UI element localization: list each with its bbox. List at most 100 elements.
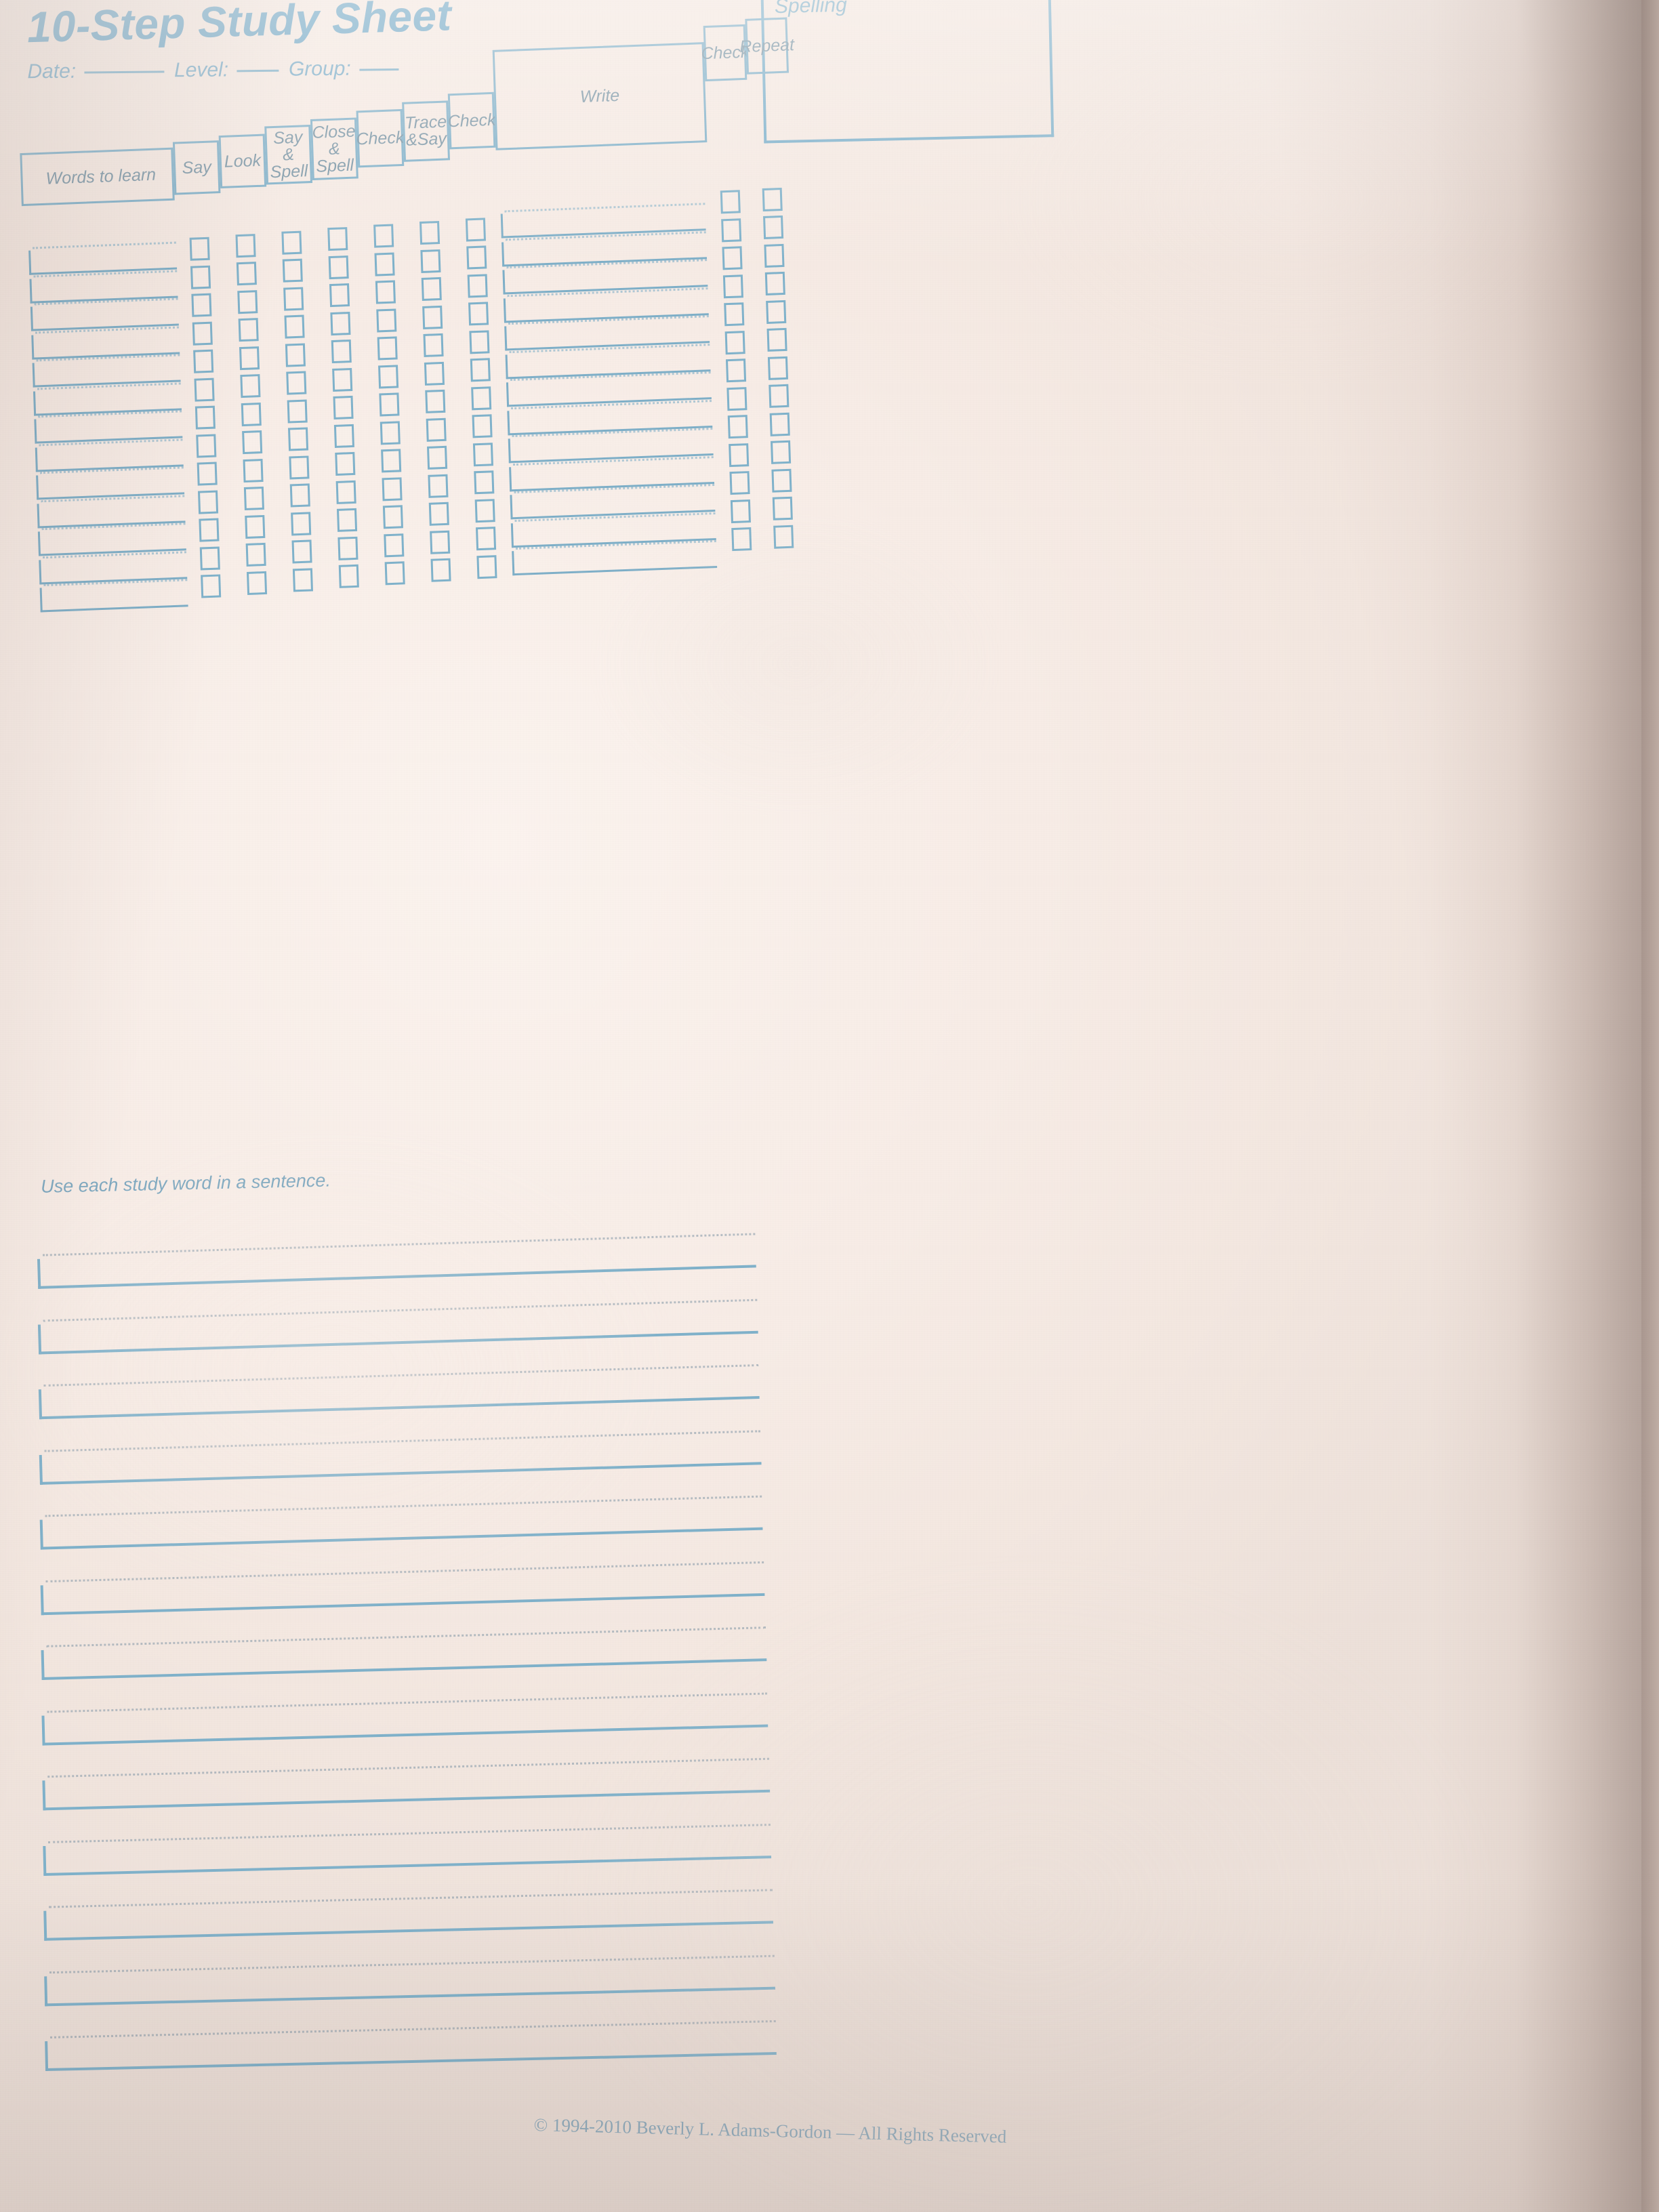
checkbox-close-spell[interactable] bbox=[328, 255, 349, 280]
checkbox-check[interactable] bbox=[380, 421, 401, 445]
checkbox-look[interactable] bbox=[239, 346, 260, 370]
checkbox-check[interactable] bbox=[373, 224, 394, 248]
checkbox-repeat[interactable] bbox=[773, 525, 794, 549]
checkbox-look[interactable] bbox=[238, 318, 259, 342]
checkbox-look[interactable] bbox=[236, 262, 257, 286]
checkbox-repeat[interactable] bbox=[764, 271, 785, 295]
checkbox-close-spell[interactable] bbox=[333, 424, 354, 448]
checkbox-close-spell[interactable] bbox=[336, 508, 357, 533]
checkbox-say[interactable] bbox=[189, 237, 210, 261]
checkbox-say[interactable] bbox=[190, 265, 211, 289]
checkbox-look[interactable] bbox=[234, 234, 256, 258]
checkbox-say[interactable] bbox=[199, 546, 220, 571]
checkbox-trace-say[interactable] bbox=[428, 501, 449, 526]
checkbox-check[interactable] bbox=[373, 252, 395, 276]
sentence-line[interactable] bbox=[39, 1429, 762, 1485]
checkbox-say-spell[interactable] bbox=[281, 230, 302, 255]
checkbox-repeat[interactable] bbox=[765, 300, 786, 324]
checkbox-look[interactable] bbox=[244, 514, 265, 539]
checkbox-check[interactable] bbox=[725, 359, 746, 383]
level-input[interactable] bbox=[237, 69, 279, 73]
checkbox-check[interactable] bbox=[726, 386, 747, 411]
checkbox-check[interactable] bbox=[474, 499, 495, 523]
checkbox-close-spell[interactable] bbox=[329, 283, 350, 308]
checkbox-look[interactable] bbox=[241, 430, 262, 455]
checkbox-repeat[interactable] bbox=[762, 215, 783, 240]
checkbox-check[interactable] bbox=[375, 308, 396, 333]
checkbox-say-spell[interactable] bbox=[282, 258, 303, 283]
checkbox-trace-say[interactable] bbox=[427, 474, 448, 498]
sentence-line[interactable] bbox=[43, 1823, 772, 1876]
checkbox-check[interactable] bbox=[721, 246, 743, 270]
checkbox-say[interactable] bbox=[192, 349, 213, 373]
sentence-line[interactable] bbox=[41, 1626, 766, 1680]
checkbox-check[interactable] bbox=[722, 274, 743, 298]
checkbox-say-spell[interactable] bbox=[290, 512, 311, 536]
checkbox-say[interactable] bbox=[195, 434, 216, 458]
checkbox-repeat[interactable] bbox=[762, 187, 783, 211]
checkbox-check[interactable] bbox=[382, 505, 403, 529]
checkbox-check[interactable] bbox=[727, 415, 748, 439]
checkbox-check[interactable] bbox=[731, 527, 752, 552]
checkbox-say-spell[interactable] bbox=[292, 567, 313, 592]
checkbox-check[interactable] bbox=[472, 443, 493, 467]
checkbox-say-spell[interactable] bbox=[283, 314, 305, 339]
checkbox-close-spell[interactable] bbox=[329, 311, 350, 335]
checkbox-trace-say[interactable] bbox=[423, 333, 444, 357]
checkbox-trace-say[interactable] bbox=[430, 558, 451, 582]
checkbox-say[interactable] bbox=[197, 462, 218, 486]
checkbox-check[interactable] bbox=[377, 365, 398, 389]
checkbox-say[interactable] bbox=[197, 490, 218, 514]
checkbox-check[interactable] bbox=[720, 218, 741, 242]
checkbox-repeat[interactable] bbox=[769, 412, 790, 436]
checkbox-close-spell[interactable] bbox=[327, 227, 348, 251]
checkbox-check[interactable] bbox=[476, 554, 497, 579]
checkbox-trace-say[interactable] bbox=[421, 276, 442, 302]
checkbox-check[interactable] bbox=[382, 477, 403, 501]
checkbox-trace-say[interactable] bbox=[424, 361, 445, 386]
checkbox-check[interactable] bbox=[378, 392, 399, 417]
checkbox-check[interactable] bbox=[475, 527, 496, 551]
checkbox-trace-say[interactable] bbox=[429, 530, 450, 554]
checkbox-look[interactable] bbox=[241, 402, 262, 426]
checkbox-say[interactable] bbox=[194, 405, 216, 430]
checkbox-say-spell[interactable] bbox=[289, 483, 310, 508]
checkbox-repeat[interactable] bbox=[766, 327, 787, 352]
checkbox-say[interactable] bbox=[200, 574, 221, 598]
group-input[interactable] bbox=[359, 68, 399, 71]
checkbox-look[interactable] bbox=[239, 374, 260, 398]
sentence-line[interactable] bbox=[41, 1692, 769, 1746]
checkbox-say-spell[interactable] bbox=[287, 427, 308, 451]
checkbox-say-spell[interactable] bbox=[291, 539, 312, 564]
checkbox-check[interactable] bbox=[470, 386, 491, 411]
checkbox-close-spell[interactable] bbox=[332, 396, 354, 420]
checkbox-close-spell[interactable] bbox=[337, 536, 358, 560]
checkbox-check[interactable] bbox=[383, 533, 404, 558]
checkbox-check[interactable] bbox=[730, 499, 751, 523]
checkbox-trace-say[interactable] bbox=[419, 249, 441, 273]
sentence-line[interactable] bbox=[42, 1757, 770, 1811]
checkbox-close-spell[interactable] bbox=[331, 340, 352, 364]
sentence-line[interactable] bbox=[44, 1954, 775, 2006]
checkbox-check[interactable] bbox=[375, 280, 396, 304]
checkbox-trace-say[interactable] bbox=[426, 445, 447, 470]
checkbox-look[interactable] bbox=[245, 543, 266, 567]
checkbox-say[interactable] bbox=[193, 377, 215, 402]
checkbox-close-spell[interactable] bbox=[334, 452, 355, 476]
checkbox-say-spell[interactable] bbox=[288, 455, 309, 480]
checkbox-check[interactable] bbox=[728, 443, 749, 467]
checkbox-close-spell[interactable] bbox=[335, 480, 356, 504]
checkbox-check[interactable] bbox=[377, 336, 398, 361]
sentence-line[interactable] bbox=[37, 1233, 756, 1289]
checkbox-check[interactable] bbox=[724, 330, 745, 354]
sentence-line[interactable] bbox=[43, 1889, 774, 1941]
checkbox-check[interactable] bbox=[729, 471, 750, 495]
write-line[interactable] bbox=[512, 539, 718, 576]
checkbox-check[interactable] bbox=[720, 190, 741, 214]
checkbox-check[interactable] bbox=[380, 449, 401, 473]
checkbox-check[interactable] bbox=[472, 414, 493, 438]
checkbox-check[interactable] bbox=[470, 358, 491, 382]
sentence-line[interactable] bbox=[37, 1298, 758, 1355]
checkbox-look[interactable] bbox=[246, 571, 267, 595]
checkbox-trace-say[interactable] bbox=[419, 220, 440, 245]
